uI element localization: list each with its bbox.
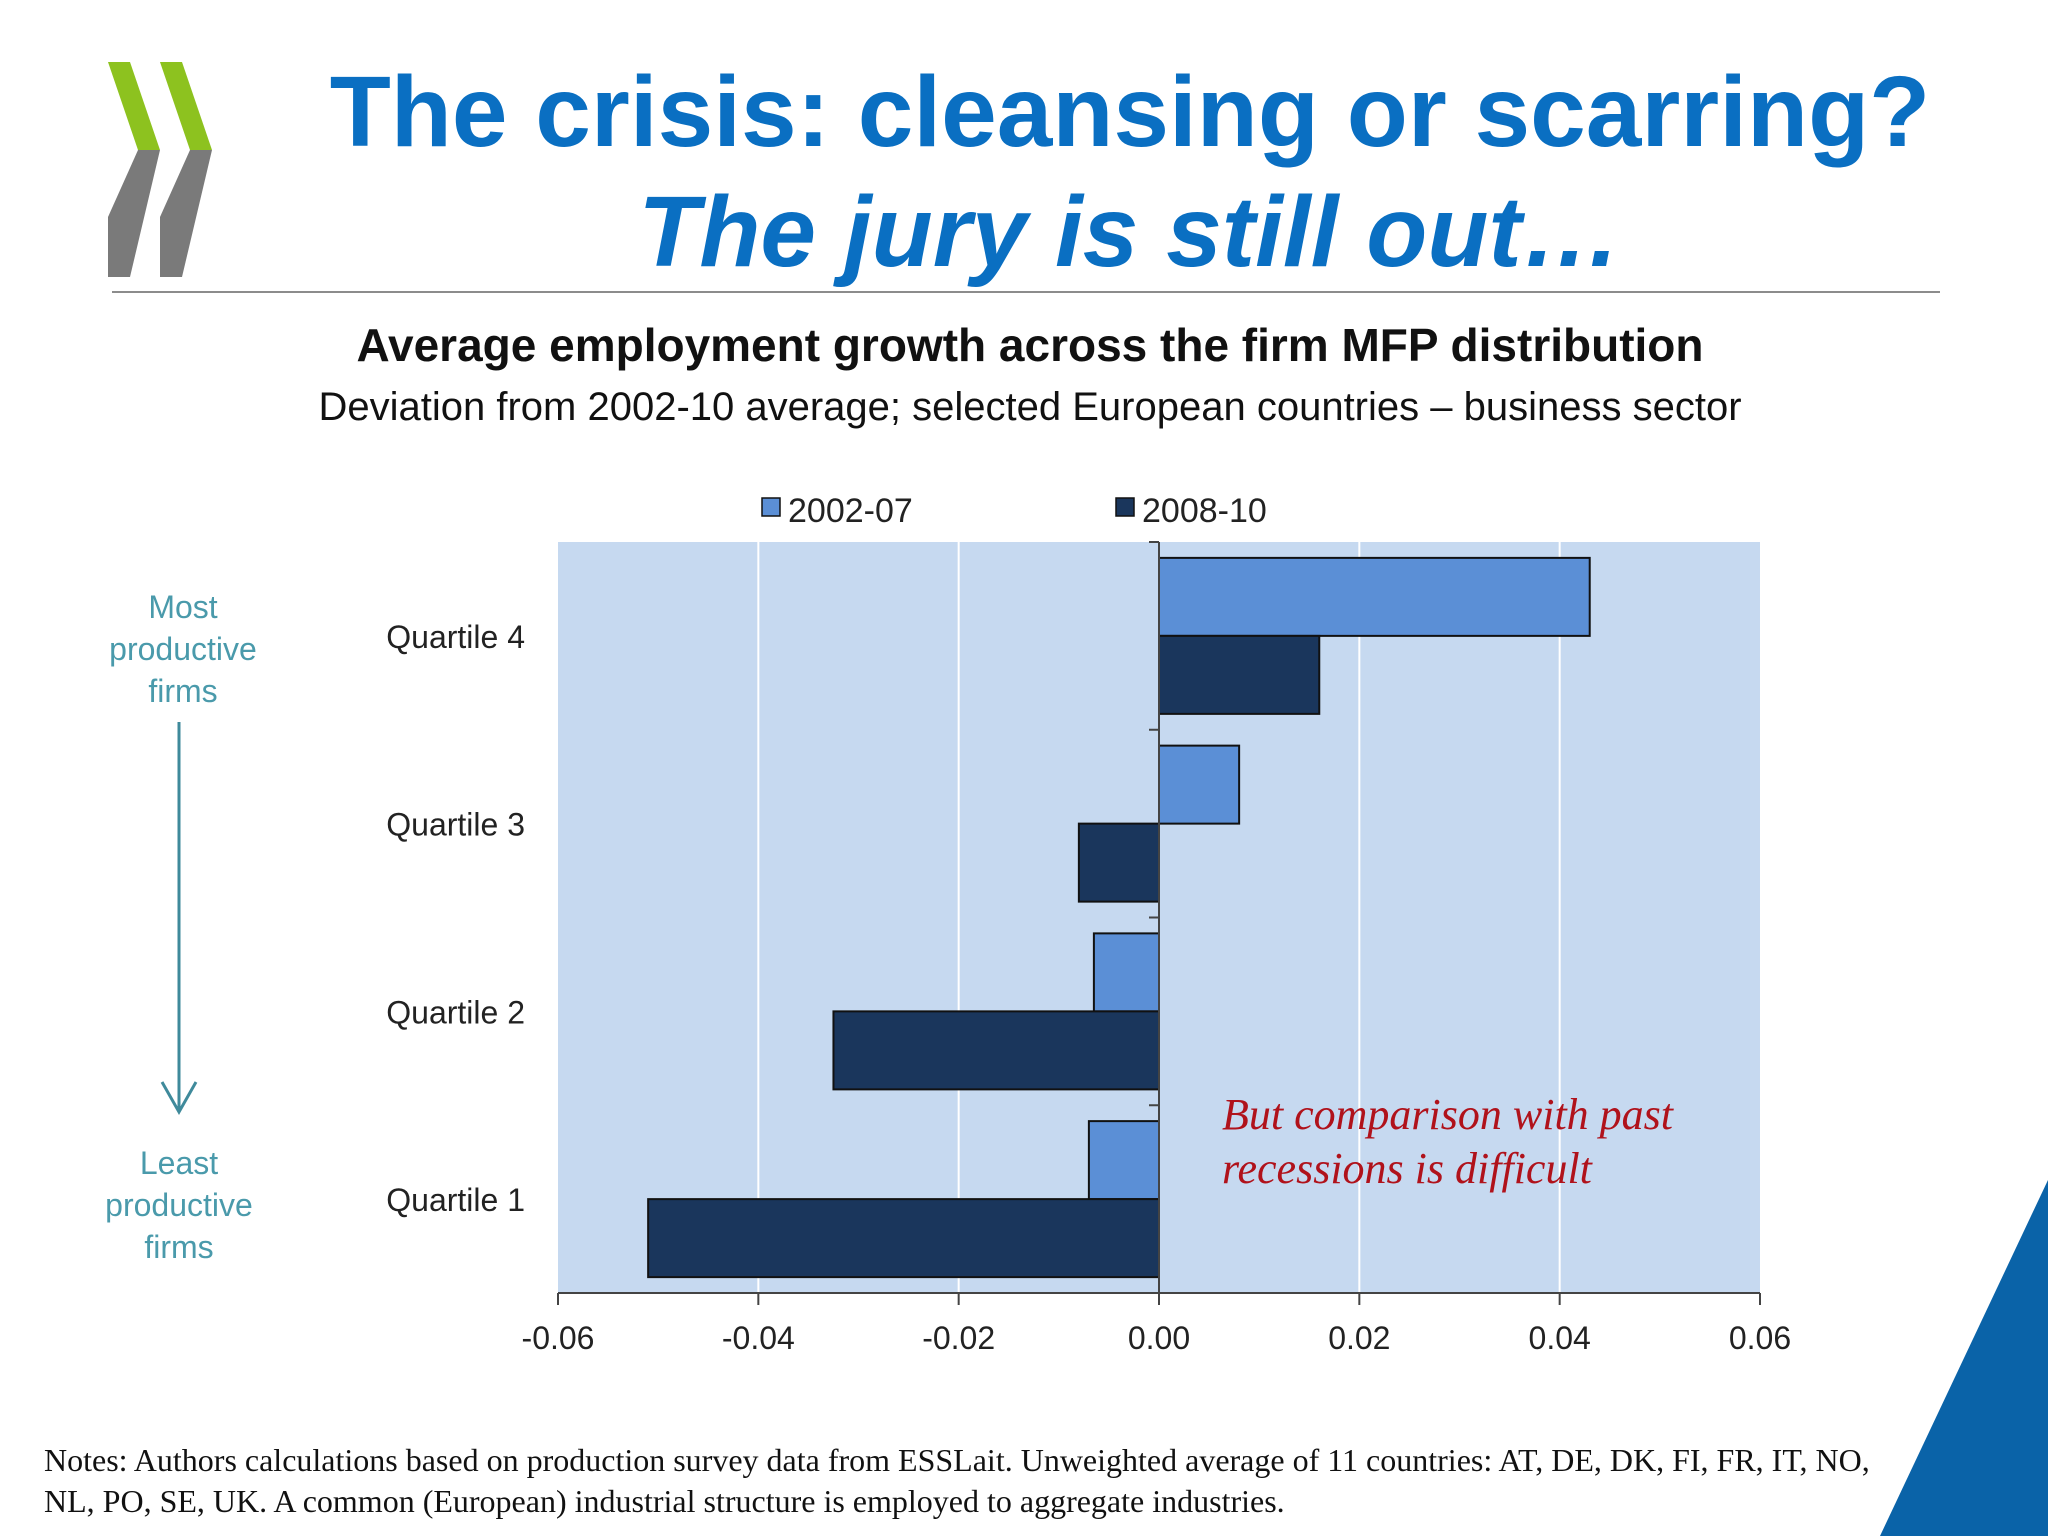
x-tick-label: 0.04 xyxy=(1529,1320,1591,1356)
bar-2002-07-quartile-4 xyxy=(1158,556,1591,637)
bar-2008-10-quartile-2 xyxy=(832,1010,1160,1091)
side-label-bottom: productive xyxy=(105,1187,253,1223)
footnote: Notes: Authors calculations based on pro… xyxy=(44,1442,1870,1519)
slide-title: The crisis: cleansing or scarring? xyxy=(329,56,1931,168)
side-label-top: Most xyxy=(148,589,217,625)
category-label: Quartile 1 xyxy=(386,1182,525,1218)
bar-2008-10-quartile-3 xyxy=(1077,822,1161,903)
x-tick-label: -0.02 xyxy=(922,1320,995,1356)
x-tick-label: -0.06 xyxy=(522,1320,595,1356)
side-label-top: firms xyxy=(148,673,217,709)
bar-2008-10-quartile-4 xyxy=(1158,634,1321,715)
chart-annotation: But comparison with past recessions is d… xyxy=(1222,1090,1674,1193)
category-label: Quartile 3 xyxy=(386,807,525,843)
corner-decoration xyxy=(1880,1180,2048,1536)
oecd-logo xyxy=(108,62,212,277)
x-tick-label: 0.02 xyxy=(1328,1320,1390,1356)
chart-subtitle: Deviation from 2002-10 average; selected… xyxy=(318,385,1742,429)
side-label-bottom: firms xyxy=(144,1229,213,1265)
arrow-down-icon xyxy=(160,1081,198,1116)
x-tick-label: -0.04 xyxy=(722,1320,795,1356)
title-divider xyxy=(112,291,1940,293)
side-label-top: productive xyxy=(109,631,257,667)
category-label: Quartile 4 xyxy=(386,619,525,655)
x-tick-label: 0.06 xyxy=(1729,1320,1791,1356)
bar-2002-07-quartile-2 xyxy=(1092,932,1161,1013)
bar-2002-07-quartile-1 xyxy=(1087,1120,1160,1201)
legend-swatch xyxy=(761,497,781,517)
bar-2008-10-quartile-1 xyxy=(647,1198,1161,1279)
legend-swatch xyxy=(1115,497,1135,517)
bar-chart: Quartile 4 Quartile 3 Quartile 2 Quartile 1… xyxy=(105,492,1791,1356)
legend-label: 2008-10 xyxy=(1142,492,1267,530)
legend-label: 2002-07 xyxy=(788,492,913,530)
slide-subtitle: The jury is still out… xyxy=(638,176,1622,288)
side-label-bottom: Least xyxy=(140,1145,218,1181)
bar-2002-07-quartile-3 xyxy=(1158,744,1241,825)
category-label: Quartile 2 xyxy=(386,994,525,1030)
chart-title: Average employment growth across the fir… xyxy=(356,319,1704,371)
x-tick-label: 0.00 xyxy=(1128,1320,1190,1356)
